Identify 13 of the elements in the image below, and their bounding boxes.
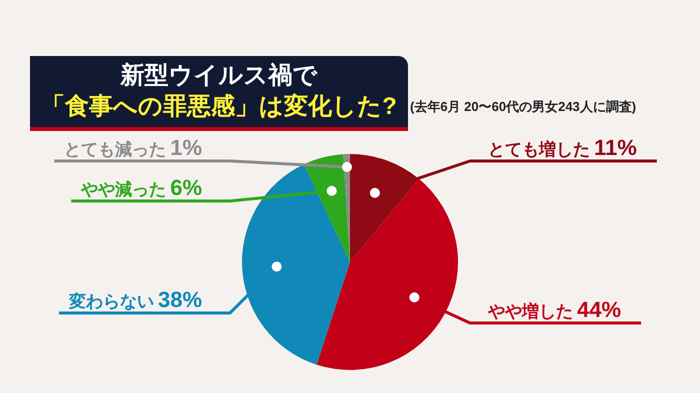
- data-label: 38%: [158, 287, 202, 312]
- chart-title: 新型ウイルス禍で: [119, 61, 318, 91]
- slice-label: 変わらない: [68, 292, 154, 311]
- slice-label: とても減った: [64, 140, 166, 159]
- data-label: 6%: [170, 175, 202, 200]
- text: (去年6月 20〜60代の男女243人に調査): [410, 98, 636, 116]
- slice-label: とても増した: [488, 139, 590, 159]
- data-label: 44%: [577, 297, 622, 322]
- slice-label: やや増した: [487, 301, 573, 321]
- data-label: 11%: [594, 135, 637, 160]
- data-label: 1%: [170, 135, 202, 160]
- slice-label: やや減った: [80, 180, 166, 199]
- chart-subtitle: 「食事への罪悪感」は変化した?: [40, 92, 398, 122]
